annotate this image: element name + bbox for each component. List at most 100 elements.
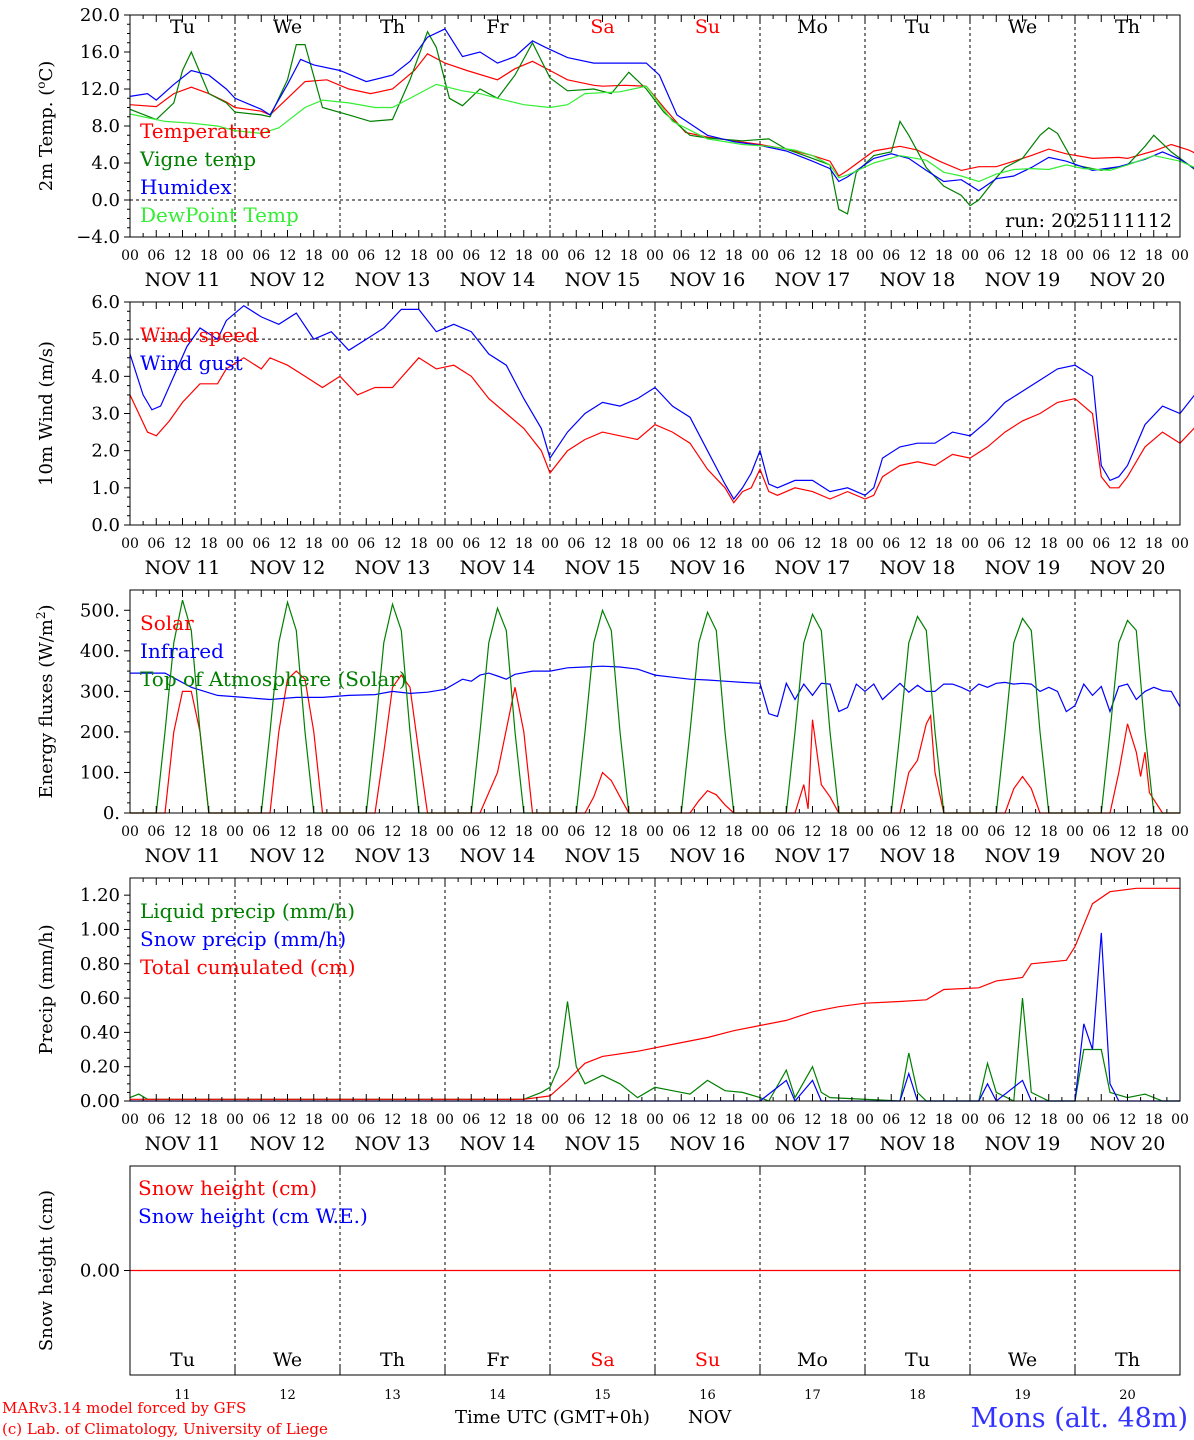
hour-tick-label: 06 xyxy=(567,1112,585,1128)
hour-tick-label: 12 xyxy=(699,248,717,264)
date-label: NOV 14 xyxy=(460,269,536,291)
panel-3: 0. 100. 200. 300. 400. 500. Energy fluxes (W/m… xyxy=(34,589,1189,867)
hour-tick-label: 18 xyxy=(305,536,323,552)
hour-tick-label: 12 xyxy=(594,536,612,552)
hour-tick-label: 12 xyxy=(1119,536,1137,552)
hour-tick-label: 00 xyxy=(1066,536,1084,552)
date-label: NOV 17 xyxy=(775,557,851,579)
hour-tick-label: 00 xyxy=(121,1112,139,1128)
hour-tick-label: 12 xyxy=(804,1112,822,1128)
series-snow-precip-mm-h- xyxy=(130,932,1180,1103)
date-label: NOV 17 xyxy=(775,1133,851,1155)
hour-tick-label: 00 xyxy=(1066,1112,1084,1128)
hour-tick-label: 12 xyxy=(174,248,192,264)
y-tick-label: 12.0 xyxy=(80,79,120,100)
hour-tick-label: 06 xyxy=(672,824,690,840)
hour-tick-label: 18 xyxy=(620,536,638,552)
legend-entry: Wind speed xyxy=(140,323,258,347)
hour-tick-label: 00 xyxy=(961,248,979,264)
y-tick-label: 200. xyxy=(80,722,120,743)
weekday-label: Th xyxy=(380,16,405,38)
day-number-label: 16 xyxy=(699,1388,716,1403)
hour-tick-label: 06 xyxy=(777,824,795,840)
legend-entry: Humidex xyxy=(140,175,232,199)
y-tick-label: 3.0 xyxy=(91,404,120,425)
hour-tick-label: 00 xyxy=(1171,536,1189,552)
legend-entry: Temperature xyxy=(140,119,271,143)
hour-tick-label: 06 xyxy=(252,248,270,264)
hour-tick-label: 06 xyxy=(357,248,375,264)
hour-tick-label: 00 xyxy=(751,248,769,264)
hour-tick-label: 06 xyxy=(462,824,480,840)
hour-tick-label: 18 xyxy=(410,536,428,552)
hour-tick-label: 06 xyxy=(987,824,1005,840)
credit-line-1: MARv3.14 model forced by GFS xyxy=(2,1399,246,1417)
legend-entry: Snow precip (mm/h) xyxy=(140,927,346,951)
date-label: NOV 19 xyxy=(985,557,1061,579)
hour-tick-label: 18 xyxy=(1145,248,1163,264)
date-label: NOV 14 xyxy=(460,845,536,867)
legend-entry: Snow height (cm) xyxy=(138,1176,317,1200)
hour-tick-label: 18 xyxy=(1145,1112,1163,1128)
plot-frame xyxy=(129,589,1181,814)
hour-tick-label: 06 xyxy=(462,248,480,264)
legend-entry: Infrared xyxy=(140,639,224,663)
hour-tick-label: 12 xyxy=(489,248,507,264)
hour-tick-label: 00 xyxy=(1171,1112,1189,1128)
weekday-label: Tu xyxy=(905,1349,930,1371)
hour-tick-label: 00 xyxy=(646,824,664,840)
hour-tick-label: 00 xyxy=(121,536,139,552)
hour-tick-label: 06 xyxy=(252,1112,270,1128)
hour-tick-label: 06 xyxy=(567,248,585,264)
hour-tick-label: 18 xyxy=(200,824,218,840)
hour-tick-label: 12 xyxy=(909,536,927,552)
hour-tick-label: 18 xyxy=(725,536,743,552)
hour-tick-label: 12 xyxy=(909,1112,927,1128)
date-label: NOV 15 xyxy=(565,557,641,579)
series-total-cumulated-cm- xyxy=(130,887,1180,1100)
hour-tick-label: 00 xyxy=(1171,824,1189,840)
weekday-label: Mo xyxy=(797,1349,828,1371)
day-number-label: 12 xyxy=(279,1388,296,1403)
weekday-label: Sa xyxy=(590,1349,614,1371)
hour-tick-label: 12 xyxy=(1119,248,1137,264)
hour-tick-label: 12 xyxy=(1014,824,1032,840)
hour-tick-label: 12 xyxy=(384,1112,402,1128)
legend-entry: Solar xyxy=(140,611,194,635)
y-tick-label: 1.20 xyxy=(80,885,120,906)
hour-tick-label: 12 xyxy=(594,1112,612,1128)
hour-tick-label: 00 xyxy=(226,824,244,840)
date-label: NOV 18 xyxy=(880,845,956,867)
legend-entry: Liquid precip (mm/h) xyxy=(140,899,355,923)
hour-tick-label: 06 xyxy=(147,536,165,552)
hour-tick-label: 18 xyxy=(200,536,218,552)
series-wind-speed xyxy=(129,357,1194,504)
hour-tick-label: 06 xyxy=(1092,536,1110,552)
date-label: NOV 11 xyxy=(145,557,221,579)
series-humidex xyxy=(129,28,1194,192)
weekday-label: Tu xyxy=(170,16,195,38)
y-axis-label: Snow height (cm) xyxy=(36,1190,57,1351)
hour-tick-label: 18 xyxy=(1145,824,1163,840)
hour-tick-label: 18 xyxy=(200,248,218,264)
hour-tick-label: 06 xyxy=(882,248,900,264)
hour-tick-label: 18 xyxy=(935,1112,953,1128)
hour-tick-label: 00 xyxy=(121,824,139,840)
date-label: NOV 15 xyxy=(565,845,641,867)
y-tick-label: 300. xyxy=(80,681,120,702)
y-tick-label: −4.0 xyxy=(76,227,120,248)
hour-tick-label: 18 xyxy=(305,1112,323,1128)
hour-tick-label: 00 xyxy=(541,248,559,264)
hour-tick-label: 06 xyxy=(672,248,690,264)
date-label: NOV 15 xyxy=(565,1133,641,1155)
hour-tick-label: 18 xyxy=(515,1112,533,1128)
hour-tick-label: 18 xyxy=(305,824,323,840)
legend-entry: Vigne temp xyxy=(139,147,256,171)
hour-tick-label: 12 xyxy=(384,248,402,264)
hour-tick-label: 12 xyxy=(804,824,822,840)
date-label: NOV 12 xyxy=(250,845,326,867)
date-label: NOV 12 xyxy=(250,557,326,579)
panel-4: 0.00 0.20 0.40 0.60 0.80 1.00 1.20 Precip (mm/h… xyxy=(36,877,1189,1155)
day-number-label: 13 xyxy=(384,1388,401,1403)
hour-tick-label: 06 xyxy=(252,536,270,552)
